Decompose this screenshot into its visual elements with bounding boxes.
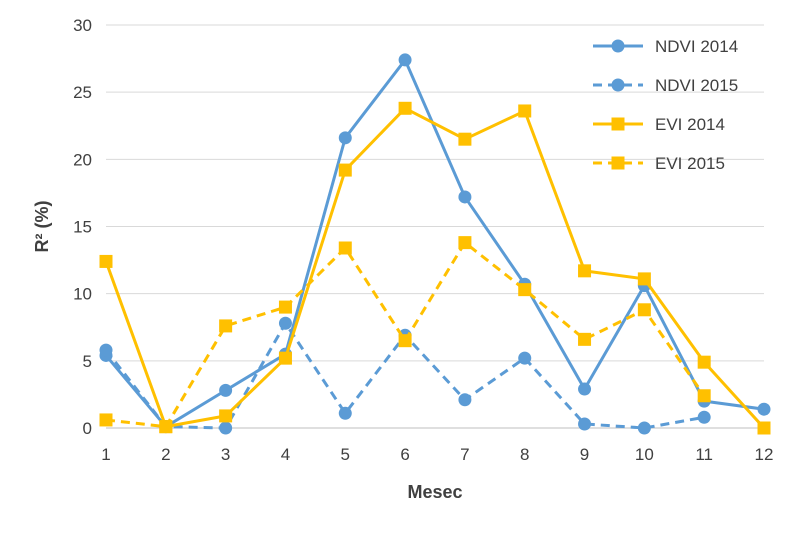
data-point <box>637 421 651 435</box>
x-tick-label: 12 <box>755 445 774 464</box>
y-tick-label: 0 <box>83 419 92 438</box>
data-point <box>458 190 472 204</box>
y-tick-label: 5 <box>83 352 92 371</box>
series-layer <box>99 53 771 435</box>
data-point <box>697 389 711 403</box>
data-point <box>518 104 532 118</box>
data-point <box>338 406 352 420</box>
data-point <box>458 132 472 146</box>
data-point <box>219 383 233 397</box>
data-point <box>637 272 651 286</box>
legend-marker <box>611 117 625 131</box>
legend-label: NDVI 2015 <box>655 76 738 95</box>
data-point <box>338 241 352 255</box>
legend-item: EVI 2015 <box>593 154 725 173</box>
x-axis-ticks: 1 2 3 4 5 6 7 8 9 10 11 12 <box>101 445 773 464</box>
y-tick-label: 10 <box>73 285 92 304</box>
data-point <box>99 343 113 357</box>
x-tick-label: 9 <box>580 445 589 464</box>
data-point <box>99 254 113 268</box>
legend-item: NDVI 2015 <box>593 76 738 95</box>
x-tick-label: 1 <box>101 445 110 464</box>
data-point <box>757 402 771 416</box>
series-line <box>104 106 766 430</box>
data-point <box>398 101 412 115</box>
data-point <box>518 351 532 365</box>
legend-marker <box>611 156 625 170</box>
data-point <box>278 351 292 365</box>
legend-label: EVI 2014 <box>655 115 725 134</box>
x-axis-title: Mesec <box>407 482 462 502</box>
x-tick-label: 5 <box>341 445 350 464</box>
series-3 <box>99 236 711 434</box>
x-tick-label: 7 <box>460 445 469 464</box>
data-point <box>159 420 173 434</box>
data-point <box>458 393 472 407</box>
data-point <box>99 413 113 427</box>
data-point <box>578 264 592 278</box>
legend: NDVI 2014 NDVI 2015 EVI 2014 EVI 2015 <box>593 37 738 173</box>
data-point <box>278 300 292 314</box>
legend-label: EVI 2015 <box>655 154 725 173</box>
x-tick-label: 2 <box>161 445 170 464</box>
y-tick-label: 15 <box>73 218 92 237</box>
data-point <box>578 382 592 396</box>
data-point <box>697 355 711 369</box>
series-0 <box>99 53 771 434</box>
data-point <box>278 316 292 330</box>
x-tick-label: 8 <box>520 445 529 464</box>
data-point <box>219 421 233 435</box>
legend-item: NDVI 2014 <box>593 37 738 56</box>
data-point <box>578 332 592 346</box>
y-tick-label: 30 <box>73 16 92 35</box>
data-point <box>697 410 711 424</box>
data-point <box>398 334 412 348</box>
y-tick-label: 25 <box>73 83 92 102</box>
series-line <box>104 58 765 429</box>
data-point <box>338 163 352 177</box>
data-point <box>757 421 771 435</box>
data-point <box>219 319 233 333</box>
x-tick-label: 10 <box>635 445 654 464</box>
data-point <box>338 131 352 145</box>
legend-marker <box>611 78 625 92</box>
legend-marker <box>611 39 625 53</box>
data-point <box>578 417 592 431</box>
data-point <box>398 53 412 67</box>
y-axis-title: R² (%) <box>32 201 52 253</box>
x-tick-label: 4 <box>281 445 290 464</box>
legend-item: EVI 2014 <box>593 115 725 134</box>
y-tick-label: 20 <box>73 150 92 169</box>
data-point <box>458 236 472 250</box>
y-axis-ticks: 0 5 10 15 20 25 30 <box>73 16 92 438</box>
series-line <box>105 241 706 429</box>
data-point <box>518 283 532 297</box>
gridlines <box>106 24 764 429</box>
data-point <box>637 303 651 317</box>
legend-label: NDVI 2014 <box>655 37 738 56</box>
data-point <box>219 409 233 423</box>
x-tick-label: 11 <box>695 445 713 464</box>
x-tick-label: 3 <box>221 445 230 464</box>
x-tick-label: 6 <box>400 445 409 464</box>
series-2 <box>99 101 771 435</box>
